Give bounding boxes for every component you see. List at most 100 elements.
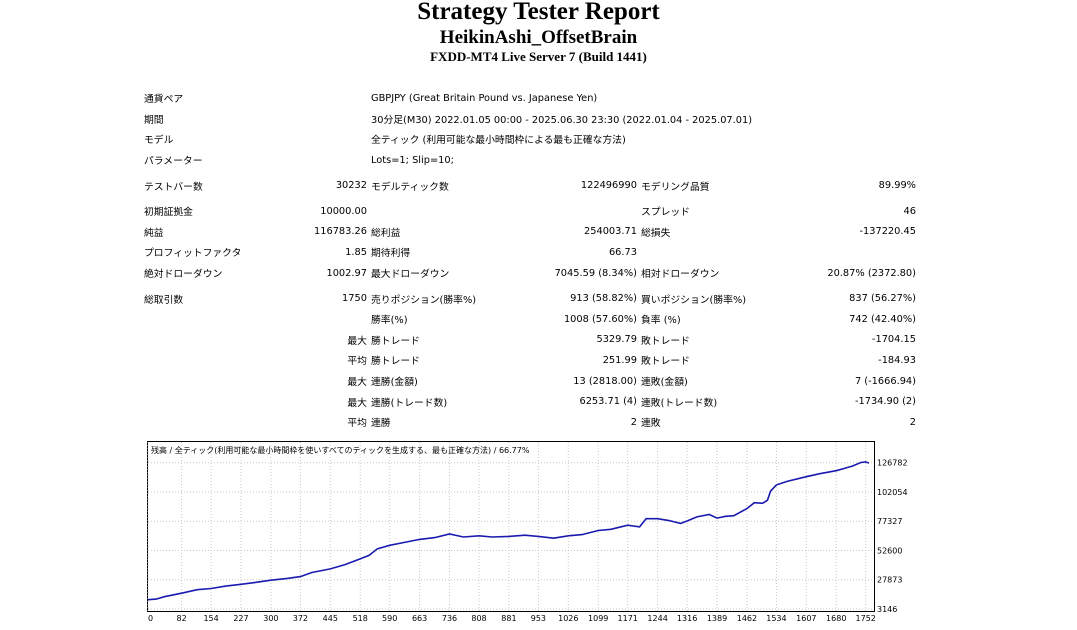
average-trade-row: 平均 勝トレード 251.99 敗トレード -184.93: [144, 350, 916, 371]
y-tick-label: 126782: [877, 459, 908, 468]
largest-trade-row: 最大 勝トレード 5329.79 敗トレード -1704.15: [144, 330, 916, 351]
total-trades-label: 総取引数: [144, 294, 184, 306]
symbol-row: 通貨ペア GBPJPY (Great Britain Pound vs. Jap…: [144, 88, 916, 109]
profit-trades-label: 勝率(%): [370, 315, 408, 327]
y-tick-label: 102054: [877, 488, 908, 497]
average-consecutive-wins-value: 2: [630, 416, 637, 428]
drawdown-row: 絶対ドローダウン 1002.97 最大ドローダウン 7045.59 (8.34%…: [144, 263, 916, 284]
symbol-value: GBPJPY (Great Britain Pound vs. Japanese…: [370, 92, 598, 104]
y-tick-label: 3146: [877, 605, 897, 614]
parameters-row: パラメーター Lots=1; Slip=10;: [144, 150, 916, 171]
max-consecutive-loss-label: 連敗(トレード数): [640, 397, 718, 409]
gross-profit-label: 総利益: [370, 227, 401, 239]
x-tick-label: 736: [442, 614, 457, 623]
quality-value: 89.99%: [878, 180, 916, 192]
absolute-drawdown-label: 絶対ドローダウン: [144, 269, 223, 281]
average-win-label: 勝トレード: [370, 356, 420, 368]
x-tick-label: 953: [531, 614, 546, 623]
spread-label: スプレッド: [640, 207, 690, 219]
x-tick-label: 1099: [588, 614, 608, 623]
quality-label: モデリング品質: [640, 181, 710, 193]
bars-value: 30232: [335, 180, 367, 192]
symbol-label: 通貨ペア: [144, 94, 184, 106]
net-profit-value: 116783.26: [314, 226, 367, 238]
maximal-drawdown-value: 7045.59 (8.34%): [554, 267, 637, 279]
max-consecutive-count-prefix: 最大: [347, 397, 367, 409]
gross-loss-value: -137220.45: [859, 226, 916, 238]
max-consecutive-wins-label: 連勝(金額): [370, 377, 418, 389]
short-positions-label: 売りポジション(勝率%): [370, 294, 477, 306]
model-label: モデル: [144, 135, 174, 147]
expert-advisor-name: HeikinAshi_OffsetBrain: [439, 27, 638, 48]
chart-x-axis-labels: 0 82 154 227 300 372 445 518 590 663 736 808 881 953 1…: [148, 614, 876, 623]
long-positions-value: 837 (56.27%): [849, 293, 916, 305]
x-tick-label: 1316: [677, 614, 697, 623]
bars-label: テストバー数: [144, 181, 203, 193]
average-consecutive-losses-value: 2: [909, 416, 916, 428]
average-consecutive-prefix: 平均: [347, 418, 367, 430]
deposit-row: 初期証拠金 10000.00 スプレッド 46: [144, 201, 916, 222]
deposit-label: 初期証拠金: [144, 207, 193, 219]
x-tick-label: 300: [263, 614, 278, 623]
win-rate-row: 勝率(%) 1008 (57.60%) 負率 (%) 742 (42.40%): [144, 309, 916, 330]
largest-loss-label: 敗トレード: [640, 335, 690, 347]
absolute-drawdown-value: 1002.97: [326, 267, 367, 279]
x-tick-label: 808: [471, 614, 486, 623]
y-tick-label: 52600: [877, 546, 902, 555]
x-tick-label: 1680: [826, 614, 846, 623]
average-consecutive-losses-label: 連敗: [640, 418, 661, 430]
x-tick-label: 590: [382, 614, 397, 623]
report-table: 通貨ペア GBPJPY (Great Britain Pound vs. Jap…: [144, 88, 916, 433]
chart-title: 残高 / 全ティック(利用可能な最小時間枠を使いすべてのティックを生成する、最も…: [151, 445, 530, 455]
x-tick-label: 227: [233, 614, 248, 623]
x-tick-label: 518: [353, 614, 368, 623]
period-label: 期間: [144, 114, 164, 126]
average-loss-value: -184.93: [878, 354, 916, 366]
ticks-label: モデルティック数: [370, 181, 449, 193]
largest-win-value: 5329.79: [596, 334, 637, 346]
relative-drawdown-label: 相対ドローダウン: [640, 269, 720, 281]
maximal-drawdown-label: 最大ドローダウン: [370, 269, 450, 281]
average-prefix: 平均: [347, 356, 367, 368]
y-tick-label: 77327: [877, 517, 902, 526]
y-tick-label: 27873: [877, 576, 902, 585]
loss-trades-value: 742 (42.40%): [849, 313, 916, 325]
model-value: 全ティック (利用可能な最小時間枠による最も正確な方法): [370, 135, 626, 147]
gross-loss-label: 総損失: [640, 227, 671, 239]
x-tick-label: 1607: [796, 614, 816, 623]
profit-factor-value: 1.85: [345, 246, 367, 258]
balance-line: [147, 461, 870, 601]
net-profit-label: 純益: [144, 227, 164, 239]
average-win-value: 251.99: [602, 354, 637, 366]
x-tick-label: 1026: [558, 614, 578, 623]
gross-profit-value: 254003.71: [584, 226, 637, 238]
largest-win-label: 勝トレード: [370, 335, 420, 347]
max-consecutive-count-row: 最大 連勝(トレード数) 6253.71 (4) 連敗(トレード数) -1734…: [144, 391, 916, 412]
x-tick-label: 1534: [766, 614, 786, 623]
loss-trades-label: 負率 (%): [640, 315, 681, 327]
largest-loss-value: -1704.15: [871, 334, 916, 346]
max-consecutive-losses-label: 連敗(金額): [640, 377, 688, 389]
max-consecutive-prefix: 最大: [347, 377, 367, 389]
x-tick-label: 663: [412, 614, 427, 623]
period-row: 期間 30分足(M30) 2022.01.05 00:00 - 2025.06.…: [144, 109, 916, 130]
profit-factor-row: プロフィットファクタ 1.85 期待利得 66.73: [144, 242, 916, 263]
short-positions-value: 913 (58.82%): [570, 293, 637, 305]
chart-background: [147, 441, 875, 612]
x-tick-label: 154: [203, 614, 218, 623]
x-tick-label: 1171: [618, 614, 638, 623]
x-tick-label: 372: [293, 614, 308, 623]
chart-y-axis-labels: 126782 102054 77327 52600 27873 3146: [877, 459, 908, 614]
relative-drawdown-value: 20.87% (2372.80): [827, 267, 916, 279]
x-tick-label: 1389: [707, 614, 727, 623]
max-consecutive-profit-label: 連勝(トレード数): [370, 397, 448, 409]
x-tick-label: 445: [323, 614, 338, 623]
x-tick-label: 0: [148, 614, 153, 623]
max-consecutive-row: 最大 連勝(金額) 13 (2818.00) 連敗(金額) 7 (-1666.9…: [144, 371, 916, 392]
report-title: Strategy Tester Report: [417, 0, 660, 25]
profit-factor-label: プロフィットファクタ: [144, 248, 242, 260]
spread-value: 46: [903, 205, 916, 217]
average-consecutive-wins-label: 連勝: [370, 418, 391, 430]
max-consecutive-losses-value: 7 (-1666.94): [854, 375, 916, 387]
max-consecutive-profit-value: 6253.71 (4): [579, 396, 637, 408]
